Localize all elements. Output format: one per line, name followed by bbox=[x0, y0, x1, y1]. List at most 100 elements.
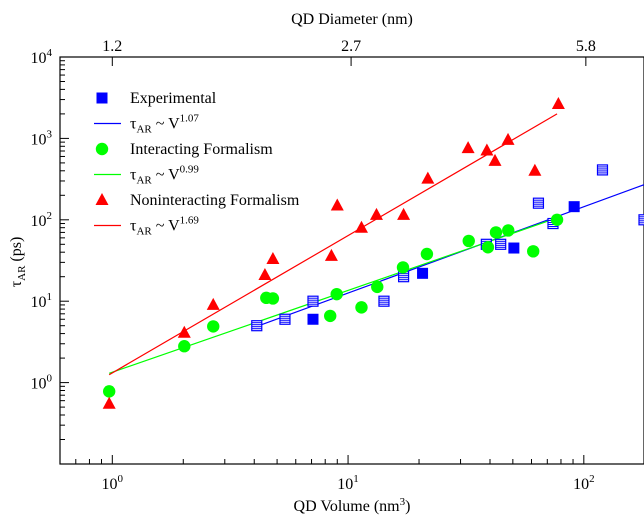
interacting-point bbox=[102, 385, 116, 398]
interacting-point bbox=[527, 245, 540, 258]
y-tick-label: 100 bbox=[31, 373, 53, 393]
y-tick-label: 104 bbox=[31, 47, 53, 67]
x-tick-label: 100 bbox=[102, 473, 124, 493]
y-axis-label-unit: (ps) bbox=[8, 237, 25, 266]
marker-outline bbox=[279, 313, 291, 325]
noninteracting-point bbox=[461, 141, 475, 154]
legend-label: τAR ~ V0.99 bbox=[130, 164, 199, 187]
noninteracting-point bbox=[528, 163, 542, 176]
interacting-point bbox=[207, 320, 220, 333]
noninteracting-point bbox=[354, 220, 368, 233]
legend-tau: τ bbox=[130, 167, 137, 184]
noninteracting-point bbox=[330, 198, 344, 211]
experimental-point bbox=[508, 242, 520, 254]
y-axis-label-tau: τ bbox=[8, 280, 25, 287]
legend-symbol bbox=[96, 92, 108, 104]
noninteracting-point bbox=[102, 396, 116, 409]
legend-sub: AR bbox=[136, 226, 152, 238]
noninteracting-point bbox=[369, 207, 383, 220]
noninteracting-point bbox=[421, 171, 435, 184]
legend-exp: 1.07 bbox=[180, 113, 200, 125]
y-tick-label: 102 bbox=[31, 210, 53, 230]
experimental-point bbox=[417, 267, 429, 279]
noninteracting-point bbox=[488, 153, 502, 166]
legend-mid: ~ V bbox=[152, 116, 180, 133]
experimental-striped-point bbox=[532, 197, 545, 209]
legend-label: Noninteracting Formalism bbox=[130, 192, 300, 209]
legend-symbol bbox=[95, 142, 109, 156]
x-axis-label: QD Volume (nm3) bbox=[294, 496, 411, 515]
legend-exp: 1.69 bbox=[180, 215, 200, 227]
y-tick-label-base: 10 bbox=[31, 131, 47, 148]
y-tick-label-exp: 3 bbox=[47, 128, 53, 140]
x-tick-label-base: 10 bbox=[102, 476, 118, 493]
interacting-point bbox=[355, 301, 368, 314]
legend-sub: AR bbox=[136, 124, 152, 136]
marker-outline bbox=[596, 164, 609, 176]
noninteracting-point bbox=[397, 207, 411, 220]
y-tick-label-exp: 0 bbox=[47, 373, 53, 385]
marker-outline bbox=[307, 295, 319, 307]
interacting-point bbox=[420, 247, 434, 261]
legend-label: Experimental bbox=[130, 90, 217, 107]
experimental-point bbox=[568, 201, 580, 213]
x-tick-label: 102 bbox=[573, 473, 595, 493]
x-tick-label: 101 bbox=[337, 473, 359, 493]
x-tick-label-exp: 0 bbox=[118, 473, 124, 485]
y-tick-label-base: 10 bbox=[31, 50, 47, 67]
legend-tau: τ bbox=[130, 218, 137, 235]
interacting-point bbox=[371, 280, 384, 294]
interacting-point bbox=[396, 261, 410, 274]
interacting-point bbox=[502, 224, 515, 237]
y-tick-label-base: 10 bbox=[31, 376, 47, 393]
y-axis-label: τAR (ps) bbox=[8, 237, 28, 288]
x-axis-label-close: ) bbox=[405, 498, 410, 515]
interacting-point bbox=[330, 287, 343, 301]
y-tick-label-exp: 4 bbox=[47, 47, 53, 59]
y-axis-label-sub: AR bbox=[16, 265, 28, 281]
x-tick-label-base: 10 bbox=[337, 476, 353, 493]
experimental-striped-point bbox=[307, 295, 319, 307]
data-marks bbox=[102, 96, 644, 409]
interacting-point bbox=[266, 292, 280, 305]
experimental-striped-point bbox=[279, 313, 291, 325]
interacting-point bbox=[178, 340, 191, 353]
interacting-point bbox=[481, 241, 495, 254]
y-tick-label-base: 10 bbox=[31, 213, 47, 230]
noninteracting-point bbox=[177, 325, 191, 338]
interacting-point bbox=[324, 309, 337, 323]
legend-tau: τ bbox=[130, 116, 137, 133]
interacting-point bbox=[489, 226, 503, 239]
y-tick-label-exp: 1 bbox=[47, 291, 53, 303]
noninteracting-point bbox=[266, 251, 280, 264]
interacting-point bbox=[550, 213, 564, 226]
legend-label: τAR ~ V1.07 bbox=[130, 113, 199, 136]
interacting-point bbox=[462, 234, 475, 248]
noninteracting-point bbox=[501, 132, 515, 145]
marker-outline bbox=[495, 238, 507, 250]
y-tick-label-base: 10 bbox=[31, 294, 47, 311]
x-axis-label-sup: 3 bbox=[400, 496, 406, 508]
x-axis-label-main: QD Volume (nm bbox=[294, 498, 401, 515]
legend-symbol bbox=[95, 193, 109, 205]
y-tick-label: 103 bbox=[31, 128, 53, 148]
experimental-striped-point bbox=[251, 320, 263, 332]
legend-label: τAR ~ V1.69 bbox=[130, 215, 199, 238]
legend-mid: ~ V bbox=[152, 167, 180, 184]
x-tick-label-exp: 2 bbox=[589, 473, 595, 485]
noninteracting-point bbox=[206, 297, 220, 310]
noninteracting-point bbox=[551, 96, 565, 109]
legend-sub: AR bbox=[136, 175, 152, 187]
x-tick-label-exp: 1 bbox=[353, 473, 359, 485]
top-axis-label: QD Diameter (nm) bbox=[291, 11, 413, 28]
marker-outline bbox=[638, 214, 644, 226]
experimental-striped-point bbox=[378, 295, 390, 307]
legend-mid: ~ V bbox=[152, 218, 180, 235]
experimental-striped-point bbox=[638, 214, 644, 226]
top-tick-label: 5.8 bbox=[576, 38, 596, 55]
top-tick-label: 1.2 bbox=[102, 38, 122, 55]
noninteracting-point bbox=[480, 143, 494, 156]
top-tick-label: 2.7 bbox=[341, 38, 361, 55]
